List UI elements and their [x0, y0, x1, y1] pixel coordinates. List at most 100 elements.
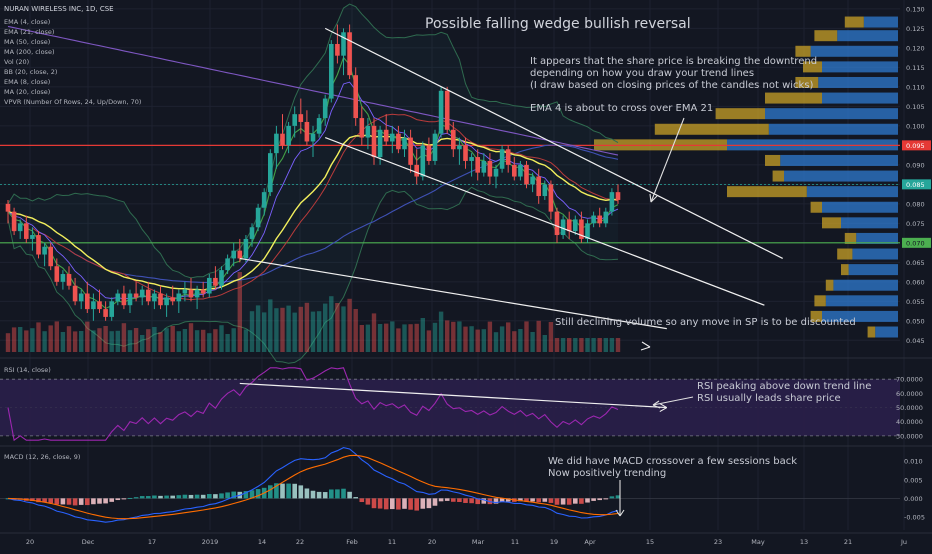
- candle-body: [542, 184, 548, 197]
- candle-body: [560, 219, 566, 236]
- volume-bar: [560, 338, 566, 352]
- legend-vol20[interactable]: Vol (20): [4, 58, 29, 66]
- candle-body: [335, 43, 340, 56]
- legend-vpvr[interactable]: VPVR (Number Of Rows, 24, Up/Down, 70): [4, 98, 141, 106]
- candle-body: [78, 293, 84, 302]
- ma50-line: [68, 144, 619, 284]
- macd-histogram-bar: [615, 495, 621, 499]
- volume-bar: [133, 328, 139, 352]
- trendline: [324, 137, 765, 306]
- horizontal-levels: [0, 144, 900, 244]
- macd-histogram-bar: [78, 498, 84, 505]
- candle-body: [463, 145, 468, 161]
- time-tick-label: Ju: [900, 538, 907, 546]
- macd-histogram-bar: [414, 498, 419, 511]
- macd-panel-label[interactable]: MACD (12, 26, close, 9): [4, 453, 80, 461]
- macd-histogram-bar: [359, 498, 365, 503]
- candle-body: [426, 145, 432, 161]
- candle-body: [536, 176, 541, 197]
- volume-bar: [432, 322, 438, 352]
- candle-body: [231, 250, 236, 259]
- price-tick-label: 0.090: [906, 161, 925, 169]
- price-badge: [902, 179, 931, 190]
- vpvr-up-bar: [768, 123, 898, 135]
- volume-bar: [121, 323, 127, 352]
- macd-histogram-bar: [133, 497, 139, 499]
- macd-histogram-bar: [603, 498, 609, 500]
- macd-histogram-bar: [286, 483, 291, 499]
- macd-histogram-bar: [560, 498, 566, 505]
- volume-bar: [237, 272, 242, 352]
- candle-body: [48, 246, 53, 267]
- volume-bar: [225, 334, 230, 352]
- volume-bar: [85, 321, 90, 352]
- price-tick-label: 0.045: [906, 337, 925, 345]
- time-tick-label: 17: [148, 538, 156, 546]
- price-badge-label: 0.085: [906, 181, 925, 189]
- time-tick-label: May: [751, 538, 765, 546]
- legend-ema21[interactable]: EMA (21, close): [4, 28, 54, 36]
- macd-histogram-bar: [609, 496, 615, 499]
- candle-body: [414, 164, 419, 177]
- volume-bar: [390, 321, 395, 352]
- candle-body: [493, 168, 499, 177]
- candle-body: [237, 250, 243, 259]
- ma200-line: [7, 25, 619, 156]
- rsi-panel-label[interactable]: RSI (14, close): [4, 366, 51, 374]
- legend-ema8[interactable]: EMA (8, close): [4, 78, 50, 86]
- candle-body: [91, 301, 96, 310]
- legend-ema4[interactable]: EMA (4, close): [4, 18, 50, 26]
- price-tick-label: 0.050: [906, 317, 925, 325]
- macd-histogram-bar: [329, 489, 334, 499]
- macd-histogram-bar: [225, 492, 230, 499]
- macd-line: [7, 447, 619, 523]
- macd-histogram-bar: [36, 498, 41, 503]
- annotation-title: Possible falling wedge bullish reversal: [425, 16, 691, 32]
- legend-bb[interactable]: BB (20, close, 2): [4, 68, 57, 76]
- legend-ma50[interactable]: MA (50, close): [4, 38, 50, 46]
- vpvr-up-bar: [841, 217, 898, 229]
- volume-bar: [72, 331, 78, 352]
- candle-body: [127, 293, 133, 306]
- volume-bar: [213, 329, 218, 352]
- legend-ma200[interactable]: MA (200, close): [4, 48, 54, 56]
- time-tick-label: 22: [296, 538, 304, 546]
- candle-body: [219, 270, 224, 286]
- rsi-tick-label: 50.0000: [896, 404, 923, 412]
- volume-bar: [579, 338, 584, 352]
- macd-histogram-bar: [292, 483, 297, 499]
- candle-body: [133, 293, 139, 298]
- candles: [5, 24, 621, 321]
- vpvr-up-bar: [780, 154, 898, 166]
- candle-body: [298, 114, 304, 122]
- legend-ma20[interactable]: MA (20, close): [4, 88, 50, 96]
- arrow-ema-cross-head: [649, 193, 658, 203]
- annotation-breakout-line1: It appears that the share price is break…: [530, 56, 817, 67]
- rsi-tick-label: 30.0000: [896, 432, 923, 440]
- volume-bar: [451, 321, 456, 352]
- volume-bar: [274, 308, 279, 352]
- vpvr-up-bar: [810, 45, 898, 57]
- candle-body: [115, 293, 121, 302]
- macd-histogram-bar: [207, 494, 212, 499]
- macd-histogram-bar: [396, 498, 401, 510]
- volume-bar: [249, 311, 255, 352]
- time-tick-label: Feb: [346, 538, 358, 546]
- macd-histogram-bar: [420, 498, 426, 509]
- candle-body: [316, 118, 322, 134]
- arrow-macd-head: [615, 509, 625, 517]
- price-tick-label: 0.130: [906, 5, 925, 13]
- candle-body: [207, 277, 212, 294]
- candle-body: [359, 118, 365, 138]
- candle-body: [182, 289, 188, 294]
- volume-bar: [567, 338, 572, 352]
- candle-body: [5, 203, 11, 212]
- candle-body: [17, 223, 23, 232]
- time-tick-label: 23: [714, 538, 722, 546]
- macd-histogram-bar: [115, 498, 121, 501]
- trendline: [324, 27, 783, 259]
- macd-histogram-bar: [219, 493, 224, 499]
- volume-bar: [310, 311, 316, 352]
